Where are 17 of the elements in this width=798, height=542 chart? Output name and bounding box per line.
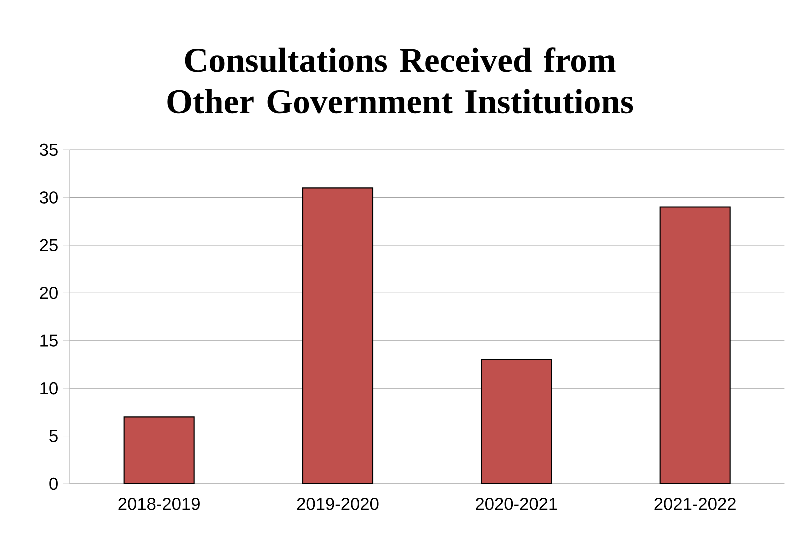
y-tick-label: 35 <box>40 144 58 156</box>
y-tick-label: 30 <box>40 192 58 204</box>
x-tick-label: 2020-2021 <box>476 498 558 510</box>
x-tick-label: 2021-2022 <box>654 498 736 510</box>
bar <box>124 416 195 484</box>
bar <box>660 206 731 484</box>
chart-title: Consultations Received from Other Government Institutions <box>168 48 634 114</box>
y-tick-label: 15 <box>40 334 58 347</box>
y-tick-label: 20 <box>40 287 58 300</box>
x-tick-label: 2018-2019 <box>118 498 200 510</box>
y-tick-label: 25 <box>40 239 58 252</box>
x-tick-label: 2019-2020 <box>297 498 379 510</box>
y-tick-label: 5 <box>50 430 58 442</box>
y-tick-label: 10 <box>40 382 58 395</box>
y-tick-label: 0 <box>50 478 58 490</box>
bar <box>302 188 374 484</box>
bar <box>481 359 552 484</box>
